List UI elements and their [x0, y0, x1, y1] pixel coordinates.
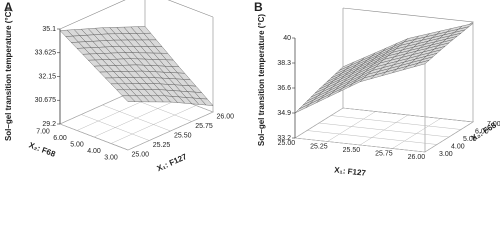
x1-axis-title: X₁: F127	[334, 165, 367, 177]
z-tick-label: 34.9	[277, 110, 291, 117]
floor-grid-line	[127, 111, 214, 151]
z-tick-label: 36.6	[277, 85, 291, 92]
z-tick-label: 33.625	[35, 50, 57, 57]
z-tick-label: 29.2	[42, 121, 56, 128]
x2-tick-label: 7.00	[36, 128, 50, 135]
x1-tick-label: 25.50	[174, 133, 192, 140]
floor-grid-line	[93, 98, 180, 138]
floor-grid-line	[294, 137, 426, 153]
panel-label: B	[254, 0, 263, 14]
z-axis-title: Sol–gel transition temperature (°C)	[257, 14, 266, 146]
x1-tick-label: 25.00	[278, 140, 296, 147]
x1-tick-label: 25.75	[195, 123, 213, 130]
z-tick-label: 35.1	[42, 26, 56, 33]
x1-tick-label: 26.00	[408, 154, 426, 161]
z-tick-label: 38.3	[277, 60, 291, 67]
x1-tick-label: 26.00	[216, 114, 234, 121]
z-tick-label: 40	[283, 35, 291, 42]
x1-tick-label: 25.00	[131, 152, 149, 159]
z-axis-title: Sol–gel transition temperature (°C)	[4, 9, 13, 141]
x1-tick-label: 25.25	[310, 144, 328, 151]
x2-tick-label: 4.00	[87, 148, 101, 155]
x2-tick-label: 6.00	[53, 135, 67, 142]
z-tick-label: 32.15	[38, 73, 56, 80]
floor-grid-line	[306, 130, 438, 145]
floor-grid-line	[330, 115, 462, 130]
x2-tick-label: 3.00	[439, 151, 453, 158]
x1-axis-title: X₁: F127	[156, 152, 189, 173]
floor-grid-line	[318, 122, 450, 138]
panel-label: A	[4, 0, 13, 14]
floor-grid-line	[342, 107, 474, 123]
x2-tick-label: 7.00	[487, 121, 500, 128]
x2-tick-label: 5.00	[463, 136, 477, 143]
x1-tick-label: 25.75	[375, 151, 393, 158]
x1-tick-label: 25.25	[153, 142, 171, 149]
box-edge	[59, 0, 214, 30]
x2-tick-label: 6.00	[475, 129, 489, 136]
z-tick-label: 33.2	[277, 135, 291, 142]
figure: 25.0025.2525.5025.7526.003.004.005.006.0…	[4, 0, 500, 178]
x2-tick-label: 3.00	[104, 154, 118, 161]
z-tick-label: 30.675	[35, 97, 57, 104]
x2-tick-label: 4.00	[451, 144, 465, 151]
surface-patch	[121, 95, 136, 102]
surface-patch	[294, 103, 310, 114]
x2-tick-label: 5.00	[70, 141, 84, 148]
x2-axis-title: X₂: F68	[470, 120, 499, 143]
x2-axis-title: X₂: F68	[28, 140, 57, 158]
floor-grid-line	[110, 105, 197, 144]
surface-patch	[414, 60, 430, 67]
x1-tick-label: 25.50	[343, 147, 361, 154]
